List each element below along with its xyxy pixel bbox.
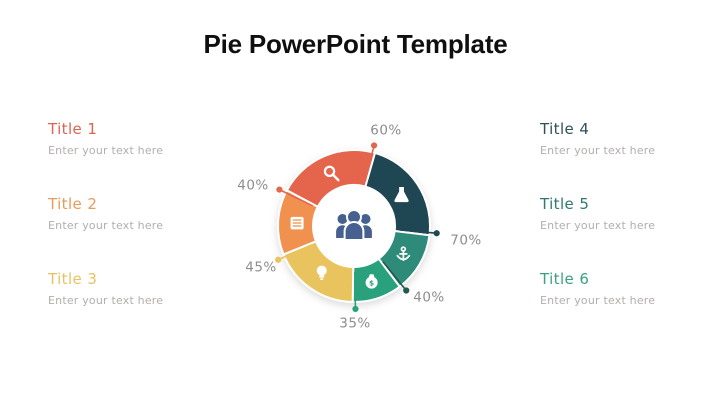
pct-label-bulb[interactable]: 45% [245, 260, 277, 276]
pct-label-search[interactable]: 60% [370, 123, 402, 139]
text-block-5[interactable]: Title 5 Enter your text here [540, 195, 711, 270]
text-block-3[interactable]: Title 3 Enter your text here [48, 270, 223, 345]
bulb-icon [316, 265, 327, 280]
block-title-3: Title 3 [48, 270, 98, 288]
list-icon [290, 216, 304, 230]
right-panel: Title 4 Enter your text here Title 5 Ent… [540, 120, 711, 345]
leader-line-70% [399, 229, 437, 235]
leader-line-45% [277, 243, 313, 261]
leader-line-40% [279, 188, 314, 207]
leader-dot [352, 305, 359, 313]
block-body-6: Enter your text here [540, 294, 656, 307]
leader-dot [370, 142, 378, 149]
svg-text:$: $ [369, 279, 374, 287]
block-title-2: Title 2 [48, 195, 98, 213]
pct-label-list[interactable]: 40% [237, 178, 269, 194]
text-block-2[interactable]: Title 2 Enter your text here [48, 195, 223, 270]
pct-label-flask[interactable]: 70% [450, 233, 482, 249]
leader-line-60% [364, 145, 375, 182]
search-icon [323, 165, 340, 182]
block-body-3: Enter your text here [48, 294, 164, 307]
block-body-4: Enter your text here [540, 144, 656, 157]
flask-icon [394, 187, 409, 203]
pct-label-anchor[interactable]: 40% [413, 290, 445, 306]
leader-dot [433, 230, 440, 237]
text-block-1[interactable]: Title 1 Enter your text here [48, 120, 223, 195]
percent-labels: 70% 40% 35% 45% 40% 60% [237, 123, 482, 332]
block-title-1: Title 1 [48, 120, 98, 138]
block-title-6: Title 6 [540, 270, 590, 288]
block-title-5: Title 5 [540, 195, 590, 213]
leader-dot [275, 256, 282, 263]
people-group-icon [336, 209, 372, 241]
slide-title[interactable]: Pie PowerPoint Template [203, 29, 508, 59]
text-block-6[interactable]: Title 6 Enter your text here [540, 270, 711, 345]
leader-line-35% [354, 271, 357, 310]
leader-lines [275, 142, 440, 313]
block-body-2: Enter your text here [48, 219, 164, 232]
left-panel: Title 1 Enter your text here Title 2 Ent… [48, 120, 223, 345]
block-body-1: Enter your text here [48, 144, 164, 157]
leader-line-40% [382, 261, 407, 292]
pct-label-money-bag[interactable]: 35% [339, 316, 371, 332]
anchor-icon [396, 246, 411, 261]
leader-dot [403, 287, 410, 294]
block-body-5: Enter your text here [540, 219, 656, 232]
leader-dot [276, 186, 283, 193]
segment-icons: $ [290, 165, 411, 289]
block-title-4: Title 4 [540, 120, 590, 138]
money-bag-icon: $ [365, 274, 378, 289]
text-block-4[interactable]: Title 4 Enter your text here [540, 120, 711, 195]
donut-infographic: $70% 40% 35% 45% 40% 60% [237, 123, 482, 332]
